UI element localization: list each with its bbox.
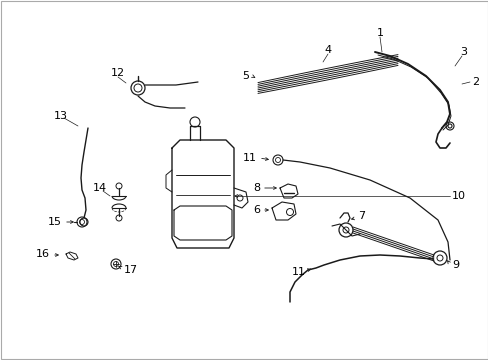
Text: 2: 2 [471,77,478,87]
Text: 8: 8 [252,183,260,193]
Text: 10: 10 [451,191,465,201]
Text: 13: 13 [54,111,68,121]
Text: 14: 14 [93,183,107,193]
Text: 5: 5 [242,71,248,81]
Text: 17: 17 [124,265,138,275]
Text: 11: 11 [291,267,305,277]
Text: 12: 12 [111,68,125,78]
Text: 6: 6 [252,205,260,215]
Text: 7: 7 [357,211,365,221]
Text: 15: 15 [48,217,62,227]
Text: 9: 9 [451,260,458,270]
Text: 11: 11 [243,153,257,163]
Text: 3: 3 [460,47,467,57]
Text: 16: 16 [36,249,50,259]
Text: 4: 4 [324,45,331,55]
Text: 1: 1 [376,28,383,38]
